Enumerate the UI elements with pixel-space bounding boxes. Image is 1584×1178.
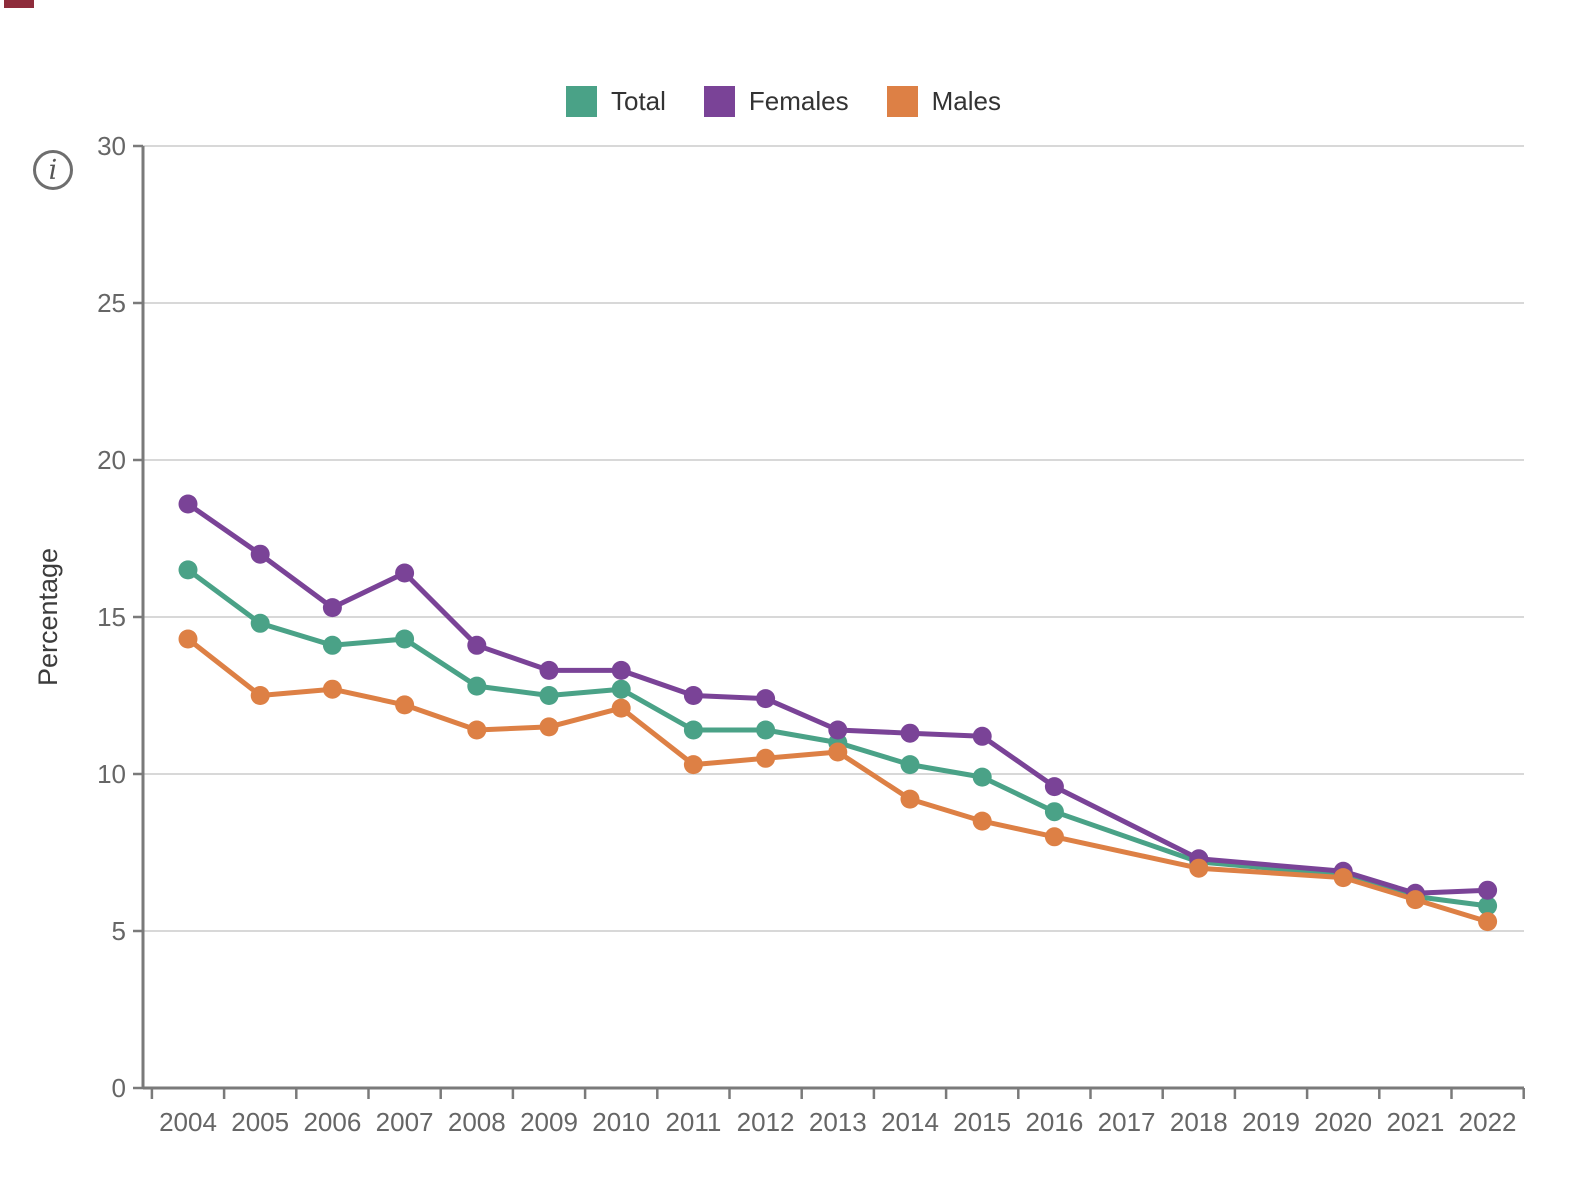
ytick-label-5: 5 <box>112 916 126 946</box>
data-point-females-2007[interactable] <box>395 563 415 583</box>
data-point-total-2004[interactable] <box>178 560 198 580</box>
xtick-label-2017: 2017 <box>1098 1107 1156 1137</box>
data-point-males-2004[interactable] <box>178 629 198 649</box>
data-point-males-2013[interactable] <box>828 742 848 762</box>
data-point-total-2015[interactable] <box>972 767 992 787</box>
xtick-label-2016: 2016 <box>1025 1107 1083 1137</box>
data-point-females-2009[interactable] <box>539 660 559 680</box>
data-point-total-2008[interactable] <box>467 676 487 696</box>
xtick-label-2021: 2021 <box>1386 1107 1444 1137</box>
info-icon-glyph: i <box>48 154 58 186</box>
xtick-label-2007: 2007 <box>376 1107 434 1137</box>
xtick-label-2012: 2012 <box>737 1107 795 1137</box>
ytick-label-30: 30 <box>97 131 126 161</box>
xtick-label-2010: 2010 <box>592 1107 650 1137</box>
data-point-females-2015[interactable] <box>972 726 992 746</box>
data-point-females-2008[interactable] <box>467 635 487 655</box>
data-point-total-2007[interactable] <box>395 629 415 649</box>
data-point-males-2020[interactable] <box>1333 868 1353 888</box>
data-point-total-2005[interactable] <box>250 613 270 633</box>
legend-label: Total <box>611 86 666 116</box>
data-point-males-2010[interactable] <box>611 698 631 718</box>
data-point-females-2013[interactable] <box>828 720 848 740</box>
data-point-total-2012[interactable] <box>756 720 776 740</box>
ytick-label-0: 0 <box>112 1073 126 1103</box>
data-point-total-2010[interactable] <box>611 679 631 699</box>
legend-swatch <box>886 86 918 117</box>
data-point-total-2009[interactable] <box>539 686 559 705</box>
data-point-females-2004[interactable] <box>178 494 198 514</box>
data-point-males-2011[interactable] <box>683 755 703 775</box>
data-point-females-2012[interactable] <box>756 689 776 709</box>
legend-swatch <box>566 86 597 117</box>
xtick-label-2018: 2018 <box>1170 1107 1228 1137</box>
ytick-label-10: 10 <box>97 759 126 789</box>
data-point-females-2014[interactable] <box>900 723 920 743</box>
data-point-total-2014[interactable] <box>900 755 920 775</box>
data-point-total-2022[interactable] <box>1478 896 1498 916</box>
data-point-males-2009[interactable] <box>539 717 559 737</box>
ytick-label-20: 20 <box>97 445 126 475</box>
data-point-females-2005[interactable] <box>250 544 270 564</box>
data-point-total-2006[interactable] <box>322 635 342 655</box>
data-point-males-2014[interactable] <box>900 789 920 809</box>
data-point-males-2005[interactable] <box>250 686 270 705</box>
xtick-label-2022: 2022 <box>1459 1107 1517 1137</box>
series-line-males <box>185 636 1491 925</box>
xtick-label-2005: 2005 <box>231 1107 289 1137</box>
xtick-label-2009: 2009 <box>520 1107 578 1137</box>
xtick-label-2015: 2015 <box>953 1107 1011 1137</box>
ytick-label-15: 15 <box>97 602 126 632</box>
legend-label: Females <box>748 86 849 116</box>
legend: Total Females Males <box>566 86 1001 117</box>
data-point-females-2016[interactable] <box>1044 777 1064 797</box>
xtick-label-2008: 2008 <box>448 1107 506 1137</box>
ytick-label-25: 25 <box>97 288 126 318</box>
legend-item-females[interactable]: Females <box>703 86 849 117</box>
data-point-females-2006[interactable] <box>322 598 342 618</box>
xtick-label-2006: 2006 <box>303 1107 361 1137</box>
data-point-males-2015[interactable] <box>972 811 992 831</box>
page-top-accent <box>4 0 34 8</box>
xtick-label-2004: 2004 <box>159 1107 217 1137</box>
xtick-label-2011: 2011 <box>665 1107 721 1137</box>
xtick-label-2013: 2013 <box>809 1107 867 1137</box>
data-point-males-2012[interactable] <box>756 748 776 768</box>
data-point-males-2016[interactable] <box>1044 827 1064 847</box>
data-point-males-2008[interactable] <box>467 720 487 740</box>
data-point-males-2007[interactable] <box>395 695 415 715</box>
data-point-total-2011[interactable] <box>683 720 703 740</box>
data-point-males-2021[interactable] <box>1405 890 1425 910</box>
data-point-males-2006[interactable] <box>322 679 342 699</box>
xtick-label-2019: 2019 <box>1242 1107 1300 1137</box>
data-point-females-2022[interactable] <box>1478 880 1498 900</box>
data-point-males-2022[interactable] <box>1478 912 1498 932</box>
data-point-total-2016[interactable] <box>1044 802 1064 822</box>
legend-label: Males <box>931 86 1001 116</box>
data-point-females-2010[interactable] <box>611 660 631 680</box>
data-point-females-2011[interactable] <box>683 686 703 705</box>
info-icon[interactable]: i <box>33 150 73 190</box>
data-point-males-2018[interactable] <box>1189 858 1209 878</box>
legend-item-total[interactable]: Total <box>566 86 666 117</box>
xtick-label-2014: 2014 <box>881 1107 939 1137</box>
legend-swatch <box>703 86 735 117</box>
xtick-label-2020: 2020 <box>1314 1107 1372 1137</box>
y-axis-title: Percentage <box>33 548 63 686</box>
legend-item-males[interactable]: Males <box>886 86 1001 117</box>
